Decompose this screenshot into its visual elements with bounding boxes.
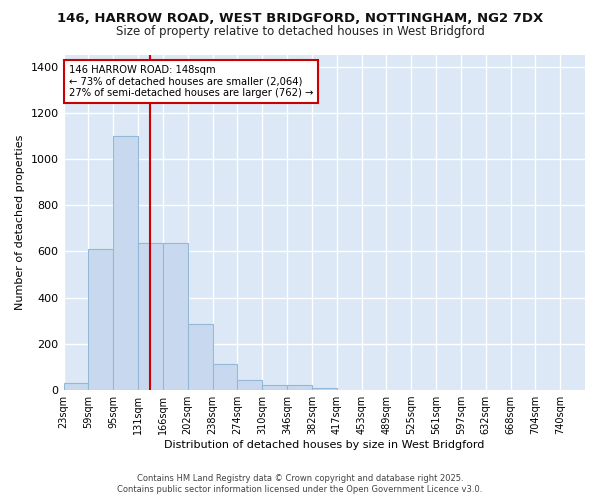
Text: 146, HARROW ROAD, WEST BRIDGFORD, NOTTINGHAM, NG2 7DX: 146, HARROW ROAD, WEST BRIDGFORD, NOTTIN… bbox=[57, 12, 543, 26]
Bar bbox=[188, 324, 212, 390]
X-axis label: Distribution of detached houses by size in West Bridgford: Distribution of detached houses by size … bbox=[164, 440, 484, 450]
Bar bbox=[262, 386, 287, 390]
Bar bbox=[88, 249, 113, 390]
Bar bbox=[138, 244, 163, 390]
Bar bbox=[113, 136, 138, 390]
Bar bbox=[238, 380, 262, 390]
Bar bbox=[312, 388, 337, 390]
Text: 146 HARROW ROAD: 148sqm
← 73% of detached houses are smaller (2,064)
27% of semi: 146 HARROW ROAD: 148sqm ← 73% of detache… bbox=[69, 65, 313, 98]
Bar bbox=[287, 386, 312, 390]
Y-axis label: Number of detached properties: Number of detached properties bbox=[15, 135, 25, 310]
Text: Size of property relative to detached houses in West Bridgford: Size of property relative to detached ho… bbox=[116, 25, 484, 38]
Bar bbox=[64, 383, 88, 390]
Bar bbox=[212, 364, 238, 390]
Text: Contains HM Land Registry data © Crown copyright and database right 2025.
Contai: Contains HM Land Registry data © Crown c… bbox=[118, 474, 482, 494]
Bar bbox=[163, 244, 188, 390]
